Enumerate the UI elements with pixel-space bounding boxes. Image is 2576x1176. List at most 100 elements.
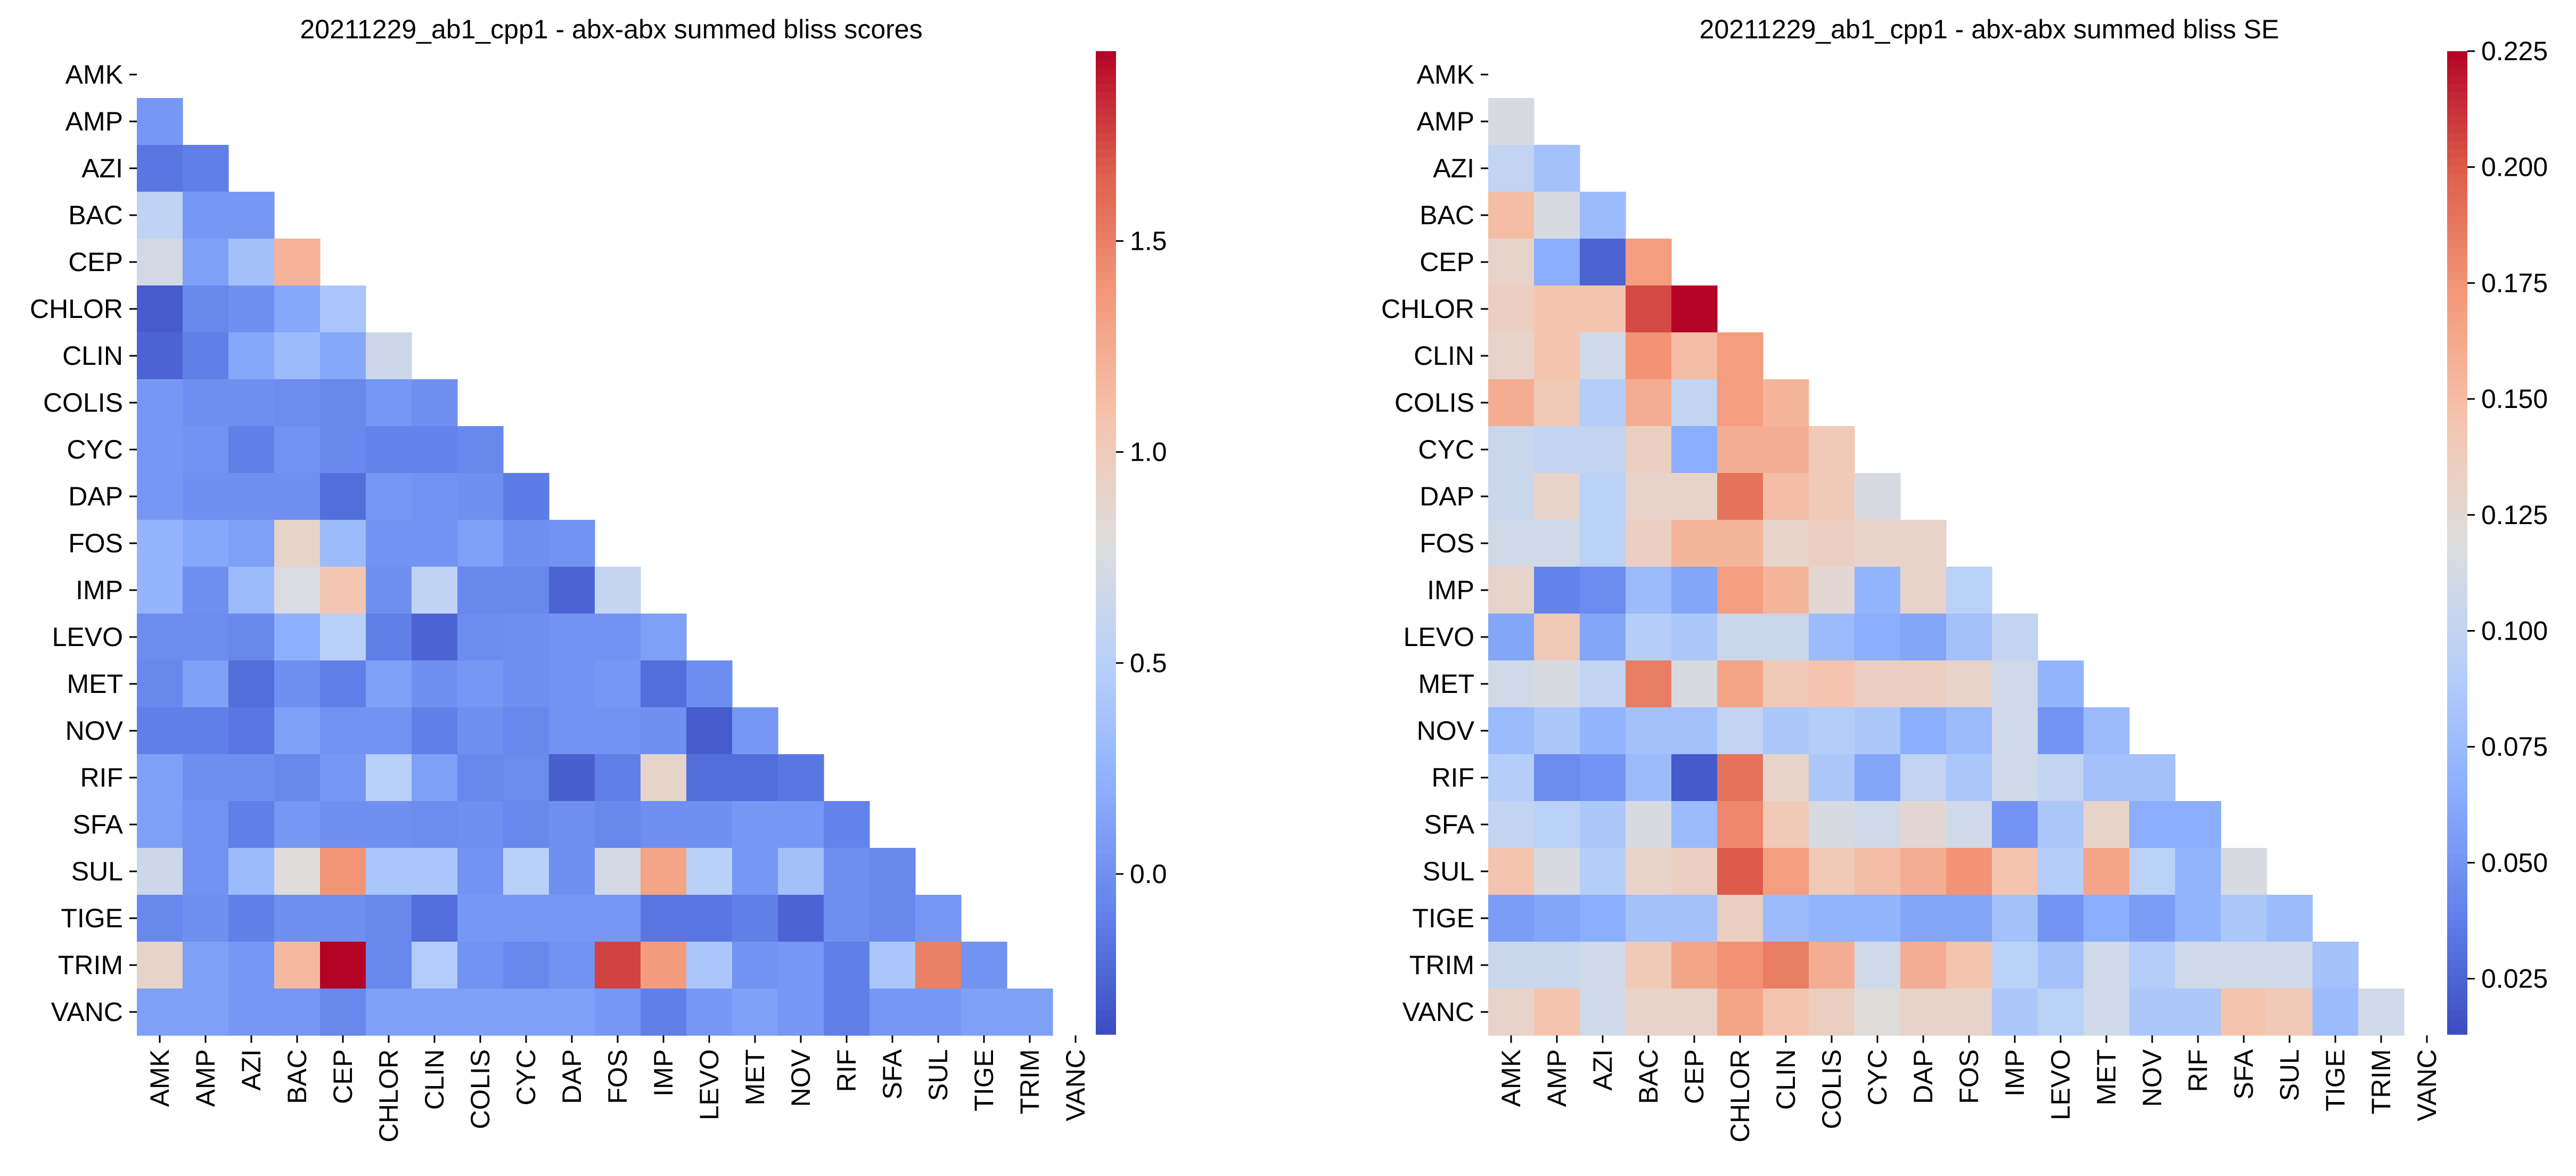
x-tick-label: AZI xyxy=(236,1049,266,1091)
colorbar-segment xyxy=(2447,780,2467,789)
heatmap-cell xyxy=(2038,848,2084,895)
heatmap-cell xyxy=(2175,848,2221,895)
heatmap-cell xyxy=(1671,520,1718,567)
colorbar-segment xyxy=(2447,272,2467,281)
colorbar-segment xyxy=(1096,493,1116,502)
heatmap-cell xyxy=(457,426,504,473)
colorbar-segment xyxy=(1096,682,1116,691)
heatmap-cell xyxy=(503,989,549,1036)
heatmap-cell xyxy=(320,520,366,567)
heatmap-cell xyxy=(1992,895,2038,942)
colorbar-segment xyxy=(2447,1009,2467,1019)
x-tick-label: TRIM xyxy=(2366,1049,2396,1114)
colorbar-segment xyxy=(2447,1001,2467,1010)
colorbar-tick-label: 0.5 xyxy=(1130,648,1167,678)
heatmap-cell xyxy=(1855,895,1901,942)
x-tick-label: CLIN xyxy=(1771,1049,1801,1110)
heatmap-cell xyxy=(1580,754,1626,802)
colorbar-segment xyxy=(2447,469,2467,478)
colorbar-segment xyxy=(1096,649,1116,658)
colorbar-segment xyxy=(1096,174,1116,183)
colorbar-segment xyxy=(1096,239,1116,248)
colorbar-tick-label: 0.150 xyxy=(2481,384,2548,414)
heatmap-cell xyxy=(183,239,229,286)
heatmap-cell xyxy=(412,614,458,661)
heatmap-cell xyxy=(1580,895,1626,942)
heatmap-cell xyxy=(2038,801,2084,848)
colorbar-segment xyxy=(1096,289,1116,298)
heatmap-cell xyxy=(1488,754,1535,802)
heatmap-cell xyxy=(1534,285,1580,333)
colorbar-segment xyxy=(1096,723,1116,732)
colorbar-segment xyxy=(1096,1018,1116,1027)
heatmap-cell xyxy=(732,754,778,802)
heatmap-cell xyxy=(2358,989,2405,1036)
heatmap-cell xyxy=(2221,942,2267,989)
colorbar-segment xyxy=(1096,141,1116,150)
colorbar-segment xyxy=(1096,739,1116,748)
heatmap-cell xyxy=(915,989,962,1036)
colorbar-segment xyxy=(1096,952,1116,961)
colorbar-segment xyxy=(2447,157,2467,167)
heatmap-cell xyxy=(1900,660,1947,708)
colorbar-segment xyxy=(1096,207,1116,216)
colorbar-segment xyxy=(2447,215,2467,224)
heatmap-cell xyxy=(320,285,366,333)
heatmap-cell xyxy=(549,567,595,614)
heatmap-cell xyxy=(137,285,183,333)
heatmap-cell xyxy=(366,754,412,802)
y-tick-label: CHLOR xyxy=(1381,294,1474,324)
colorbar-segment xyxy=(1096,395,1116,404)
colorbar-segment xyxy=(2447,764,2467,773)
heatmap-cell xyxy=(2083,801,2130,848)
colorbar-segment xyxy=(1096,870,1116,879)
heatmap-cell xyxy=(137,660,183,708)
heatmap-cell xyxy=(2038,660,2084,708)
colorbar-segment xyxy=(2447,846,2467,855)
heatmap-cell xyxy=(1488,848,1535,895)
heatmap-cell xyxy=(228,285,275,333)
heatmap-cell xyxy=(1855,660,1901,708)
colorbar-segment xyxy=(2447,772,2467,781)
heatmap-cell xyxy=(503,614,549,661)
colorbar-segment xyxy=(2447,870,2467,879)
heatmap-cell xyxy=(228,473,275,520)
heatmap-cell xyxy=(1717,707,1763,755)
x-tick-label: LEVO xyxy=(694,1049,724,1120)
heatmap-cell xyxy=(183,942,229,989)
heatmap-cell xyxy=(1626,426,1672,473)
colorbar-segment xyxy=(2447,657,2467,666)
x-tick-label: AZI xyxy=(1588,1049,1618,1091)
heatmap-cell xyxy=(1809,989,1855,1036)
x-tick-label: IMP xyxy=(649,1049,678,1097)
colorbar-segment xyxy=(1096,698,1116,707)
heatmap-cell xyxy=(1626,520,1672,567)
heatmap-cell xyxy=(412,567,458,614)
heatmap-cell xyxy=(274,895,321,942)
colorbar-segment xyxy=(2447,141,2467,150)
colorbar-segment xyxy=(2447,575,2467,584)
heatmap-cell xyxy=(1855,754,1901,802)
heatmap-cell xyxy=(778,801,824,848)
heatmap-cell xyxy=(2129,801,2176,848)
colorbar-segment xyxy=(2447,903,2467,912)
heatmap-cell xyxy=(1626,239,1672,286)
heatmap-cell xyxy=(183,332,229,380)
heatmap-cell xyxy=(1626,801,1672,848)
colorbar-segment xyxy=(1096,420,1116,429)
colorbar-segment xyxy=(2447,788,2467,797)
colorbar-segment xyxy=(2447,821,2467,830)
heatmap-cell xyxy=(1534,426,1580,473)
heatmap-cell xyxy=(1488,98,1535,145)
heatmap-cell xyxy=(1580,192,1626,239)
heatmap-cell xyxy=(2175,801,2221,848)
colorbar-segment xyxy=(1096,641,1116,650)
heatmap-cell xyxy=(1580,332,1626,380)
heatmap-cell xyxy=(183,520,229,567)
colorbar-segment xyxy=(2447,190,2467,199)
heatmap-cell xyxy=(228,520,275,567)
colorbar-segment xyxy=(2447,796,2467,806)
colorbar-segment xyxy=(1096,813,1116,822)
colorbar-segment xyxy=(2447,878,2467,887)
heatmap-cell xyxy=(412,426,458,473)
